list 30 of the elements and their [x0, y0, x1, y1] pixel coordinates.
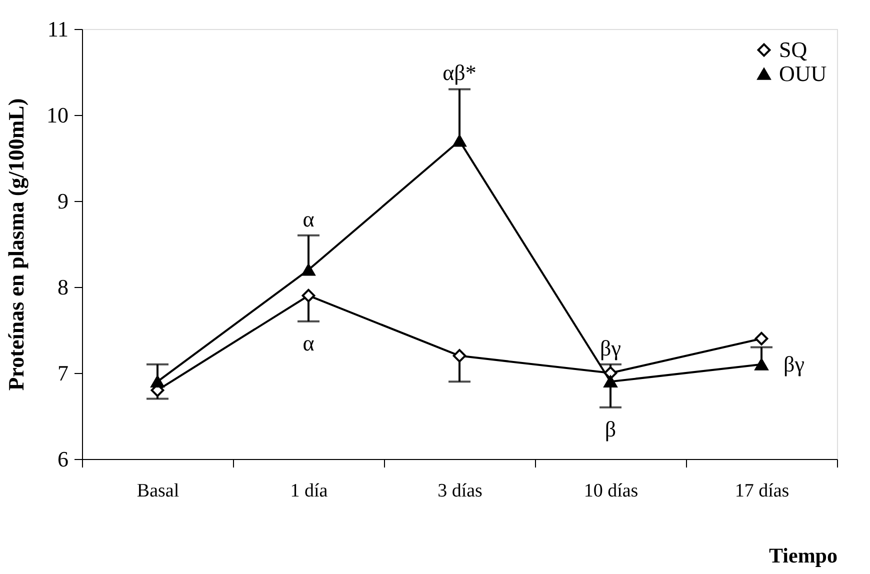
y-tick-label: 8: [58, 274, 68, 300]
y-tick-label: 11: [47, 16, 68, 42]
point: [754, 332, 768, 346]
annotation: αβ*: [442, 60, 476, 86]
point: [604, 366, 618, 380]
y-tick-label: 7: [58, 360, 68, 386]
annotation: βγ: [600, 335, 622, 360]
point: [302, 288, 316, 302]
annotation: α: [302, 330, 315, 356]
y-tick-label: 9: [58, 188, 68, 214]
y-axis-title: Proteínas en plasma (g/100mL): [4, 98, 28, 391]
annotation: β: [604, 416, 616, 442]
legend-label: OUU: [779, 61, 827, 86]
point: [604, 376, 618, 388]
x-tick-label: 1 día: [290, 480, 328, 502]
point: [150, 376, 164, 388]
point: [754, 358, 768, 370]
annotation: α: [302, 206, 315, 232]
annotation: βγ: [784, 351, 805, 376]
point: [302, 264, 316, 276]
x-tick-label: 3 días: [438, 480, 482, 502]
point: [452, 134, 466, 147]
legend-label: SQ: [779, 37, 808, 62]
y-tick-label: 10: [46, 102, 68, 128]
x-tick-label: Basal: [136, 480, 180, 502]
x-tick-label: 17 días: [734, 480, 790, 502]
x-tick-label: 10 días: [584, 480, 638, 502]
y-tick-label: 6: [58, 446, 68, 472]
point: [452, 349, 466, 362]
x-axis-title: Tiempo: [769, 544, 838, 568]
